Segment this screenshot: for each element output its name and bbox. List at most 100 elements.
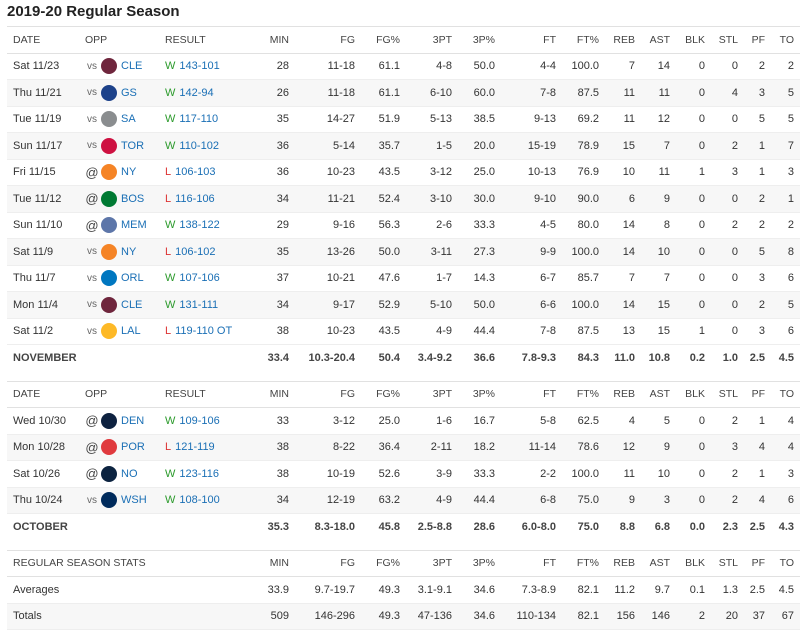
stat-ft: 6-7 xyxy=(501,265,562,292)
team-logo-icon[interactable] xyxy=(101,466,117,482)
stat-tpp: 25.0 xyxy=(458,159,501,186)
opponent: @ MEM xyxy=(79,212,159,239)
team-logo-icon[interactable] xyxy=(101,138,117,154)
stat-to: 3 xyxy=(771,159,800,186)
column-header-ft: FT xyxy=(501,381,562,408)
opponent-team-link[interactable]: TOR xyxy=(121,140,144,152)
team-logo-icon[interactable] xyxy=(101,58,117,74)
stat-tpt: 1-6 xyxy=(406,408,458,435)
game-score-link[interactable]: 107-106 xyxy=(179,272,219,284)
team-logo-icon[interactable] xyxy=(101,492,117,508)
game-score-link[interactable]: 109-106 xyxy=(179,415,219,427)
season-fg: 9.7-19.7 xyxy=(295,577,361,604)
game-date: Thu 11/7 xyxy=(7,265,79,292)
stat-reb: 11 xyxy=(605,80,641,107)
team-logo-icon[interactable] xyxy=(101,85,117,101)
stat-fgp: 43.5 xyxy=(361,318,406,345)
stat-ftp: 87.5 xyxy=(562,80,605,107)
game-score-link[interactable]: 119-110 OT xyxy=(175,325,232,337)
opponent-team-link[interactable]: CLE xyxy=(121,60,142,72)
stat-reb: 12 xyxy=(605,434,641,461)
team-logo-icon[interactable] xyxy=(101,270,117,286)
stat-tpt: 2-11 xyxy=(406,434,458,461)
season-min: 509 xyxy=(257,603,295,630)
opponent-team-link[interactable]: NY xyxy=(121,246,136,258)
stat-pf: 2 xyxy=(744,212,771,239)
opponent-team-link[interactable]: DEN xyxy=(121,415,144,427)
away-marker: @ xyxy=(85,191,99,206)
team-logo-icon[interactable] xyxy=(101,191,117,207)
team-logo-icon[interactable] xyxy=(101,413,117,429)
game-score-link[interactable]: 116-106 xyxy=(175,193,215,205)
stat-reb: 9 xyxy=(605,487,641,514)
stat-fg: 9-17 xyxy=(295,292,361,319)
season-blk: 0.1 xyxy=(676,577,711,604)
stat-ft: 9-9 xyxy=(501,239,562,266)
team-logo-icon[interactable] xyxy=(101,439,117,455)
team-logo-icon[interactable] xyxy=(101,323,117,339)
stat-fgp: 56.3 xyxy=(361,212,406,239)
column-header-3p-: 3P% xyxy=(458,381,501,408)
column-header-stl: STL xyxy=(711,381,744,408)
column-header-fg-: FG% xyxy=(361,550,406,577)
win-loss-indicator: W xyxy=(165,468,175,480)
game-date: Thu 11/21 xyxy=(7,80,79,107)
team-logo-icon[interactable] xyxy=(101,217,117,233)
stat-stl: 0 xyxy=(711,265,744,292)
away-marker: @ xyxy=(85,218,99,233)
game-score-link[interactable]: 143-101 xyxy=(179,60,219,72)
team-logo-icon[interactable] xyxy=(101,244,117,260)
stat-tpt: 3-12 xyxy=(406,159,458,186)
opponent-team-link[interactable]: ORL xyxy=(121,272,144,284)
summary-stl: 1.0 xyxy=(711,345,744,371)
stat-tpp: 44.4 xyxy=(458,318,501,345)
stat-ast: 10 xyxy=(641,239,676,266)
column-header-pf: PF xyxy=(744,550,771,577)
column-header-fg: FG xyxy=(295,27,361,54)
stat-to: 6 xyxy=(771,487,800,514)
team-logo-icon[interactable] xyxy=(101,297,117,313)
opponent-team-link[interactable]: CLE xyxy=(121,299,142,311)
season-min: 33.9 xyxy=(257,577,295,604)
stat-tpp: 50.0 xyxy=(458,53,501,80)
stat-stl: 0 xyxy=(711,106,744,133)
stat-to: 2 xyxy=(771,212,800,239)
game-score-link[interactable]: 110-102 xyxy=(179,140,219,152)
season-ft: 7.3-8.9 xyxy=(501,577,562,604)
game-score-link[interactable]: 123-116 xyxy=(179,468,219,480)
game-score-link[interactable]: 121-119 xyxy=(175,441,215,453)
opponent-team-link[interactable]: POR xyxy=(121,441,145,453)
game-score-link[interactable]: 131-111 xyxy=(179,299,218,311)
summary-ftp: 75.0 xyxy=(562,514,605,540)
game-score-link[interactable]: 108-100 xyxy=(179,494,219,506)
opponent-team-link[interactable]: MEM xyxy=(121,219,147,231)
team-logo-icon[interactable] xyxy=(101,111,117,127)
game-score-link[interactable]: 117-110 xyxy=(179,113,218,125)
opponent-team-link[interactable]: LAL xyxy=(121,325,141,337)
opponent-team-link[interactable]: NY xyxy=(121,166,136,178)
stat-tpp: 33.3 xyxy=(458,461,501,488)
summary-blk: 0.2 xyxy=(676,345,711,371)
stat-pf: 3 xyxy=(744,265,771,292)
column-header-blk: BLK xyxy=(676,550,711,577)
column-header-to: TO xyxy=(771,27,800,54)
stat-tpt: 4-9 xyxy=(406,318,458,345)
game-score-link[interactable]: 142-94 xyxy=(179,87,213,99)
opponent-team-link[interactable]: NO xyxy=(121,468,138,480)
summary-tpp: 28.6 xyxy=(458,514,501,540)
season-reb: 156 xyxy=(605,603,641,630)
opponent-team-link[interactable]: WSH xyxy=(121,494,147,506)
stat-pf: 5 xyxy=(744,239,771,266)
opponent-team-link[interactable]: GS xyxy=(121,87,137,99)
team-logo-icon[interactable] xyxy=(101,164,117,180)
opponent-team-link[interactable]: BOS xyxy=(121,193,144,205)
game-score-link[interactable]: 106-102 xyxy=(175,246,215,258)
opponent-team-link[interactable]: SA xyxy=(121,113,136,125)
game-score-link[interactable]: 138-122 xyxy=(179,219,219,231)
game-score-link[interactable]: 106-103 xyxy=(175,166,215,178)
season-ftp: 82.1 xyxy=(562,577,605,604)
